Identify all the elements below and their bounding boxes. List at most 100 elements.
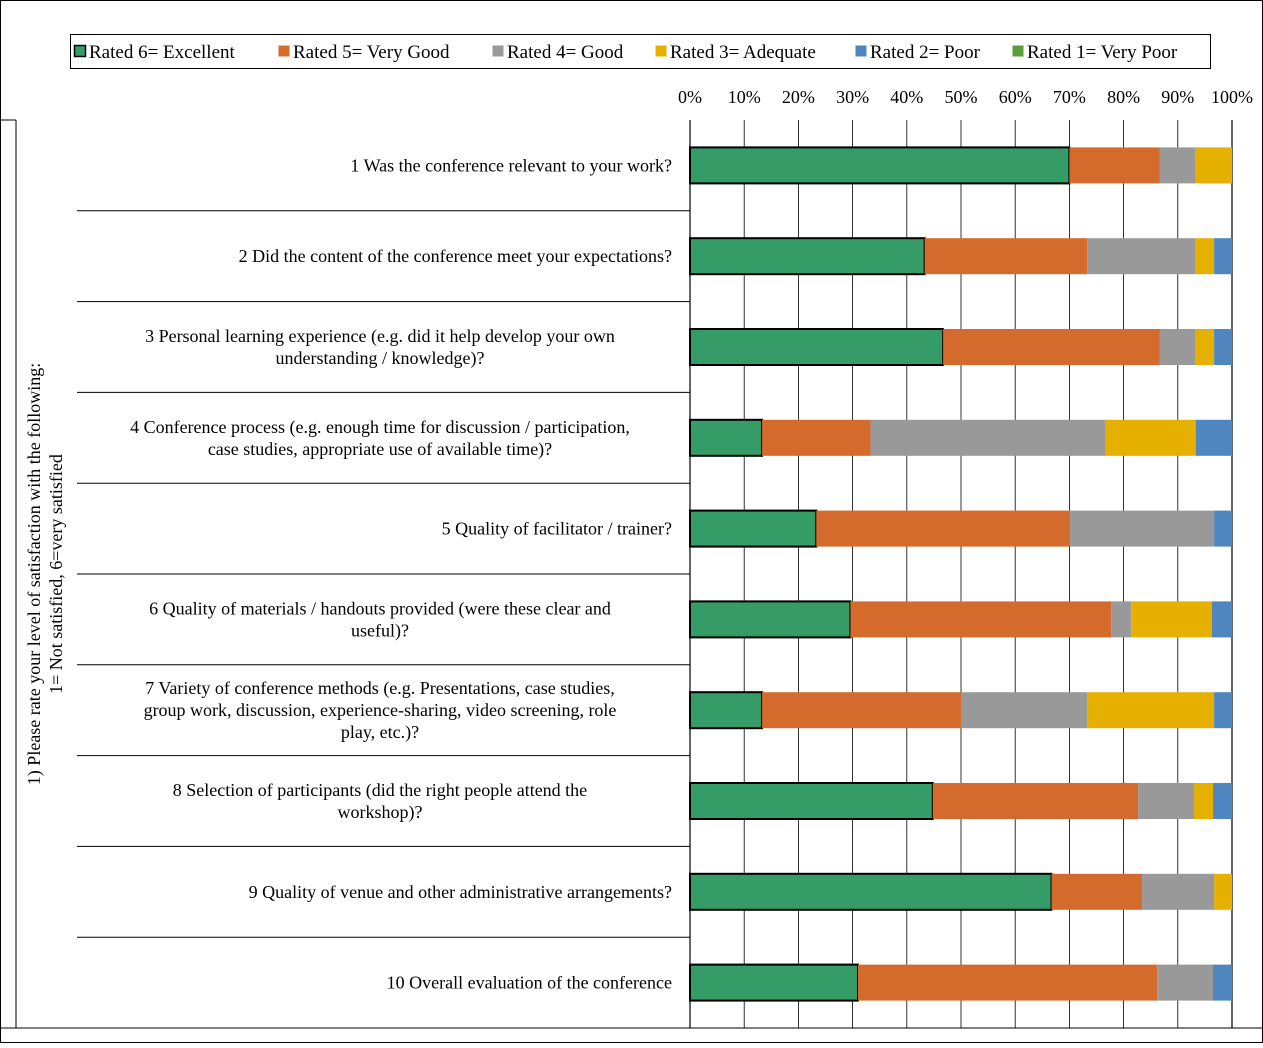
- bar-segment: [689, 328, 945, 366]
- x-tick-label: 50%: [945, 87, 978, 107]
- legend-label-5: Rated 2= Poor: [870, 42, 981, 63]
- legend-swatch-1: [73, 44, 87, 58]
- category-label-line: useful)?: [351, 620, 409, 641]
- bar-segment: [1213, 964, 1232, 1001]
- bar-segment: [1195, 329, 1215, 365]
- bar-segment: [689, 963, 860, 1002]
- category-label: 7 Variety of conference methods (e.g. Pr…: [144, 678, 617, 743]
- category-label-line: play, etc.)?: [341, 722, 419, 743]
- x-axis-ticks: 0% 10% 20% 30% 40% 50% 60% 70% 80% 90% 100%: [678, 87, 1253, 107]
- category-label-line: 10 Overall evaluation of the conference: [387, 973, 672, 993]
- bar-segment: [689, 782, 934, 820]
- category-label-line: 2 Did the content of the conference meet…: [239, 246, 672, 266]
- bar-segment: [689, 600, 852, 639]
- bar-segment: [1087, 692, 1215, 729]
- legend-swatch-3: [492, 45, 504, 57]
- bar-segment: [689, 872, 1053, 911]
- category-label: 1 Was the conference relevant to your wo…: [350, 155, 672, 175]
- y-axis-title-line: 1= Not satisfied, 6=very satisfied: [46, 454, 66, 694]
- bar-segment: [961, 692, 1088, 729]
- legend-label-1: Rated 6= Excellent: [89, 42, 235, 63]
- category-label-line: 3 Personal learning experience (e.g. did…: [145, 326, 615, 347]
- bar-segment: [816, 510, 1070, 547]
- category-label: 4 Conference process (e.g. enough time f…: [130, 417, 630, 460]
- bar-segment: [1111, 601, 1132, 638]
- bar-segment: [1069, 147, 1160, 184]
- bar-segment: [689, 691, 764, 730]
- category-label-line: workshop)?: [338, 802, 423, 823]
- bar-segment: [1211, 601, 1232, 638]
- bar-segment: [1194, 783, 1214, 819]
- category-label: 6 Quality of materials / handouts provid…: [149, 598, 611, 641]
- bar-segment: [1131, 601, 1212, 638]
- category-label-line: 5 Quality of facilitator / trainer?: [442, 519, 672, 539]
- bar-segment: [1105, 419, 1196, 456]
- y-axis-label: 1) Please rate your level of satisfactio…: [24, 363, 66, 785]
- bar-segment: [1195, 147, 1232, 184]
- bar-segment: [870, 419, 1106, 456]
- category-label-line: case studies, appropriate use of availab…: [208, 439, 552, 460]
- bar-segment: [1214, 510, 1232, 547]
- bar-segment: [1195, 419, 1232, 456]
- bar-segment: [689, 418, 764, 457]
- x-tick-label: 90%: [1161, 87, 1194, 107]
- legend-label-2: Rated 5= Very Good: [293, 42, 450, 63]
- bar-segment: [1214, 329, 1232, 365]
- category-label: 5 Quality of facilitator / trainer?: [442, 519, 672, 539]
- y-axis-title: 1) Please rate your level of satisfactio…: [24, 363, 66, 785]
- bar-segment: [1087, 238, 1196, 275]
- bar-segment: [1214, 692, 1232, 729]
- bar-segment: [1157, 964, 1214, 1001]
- category-label-line: 8 Selection of participants (did the rig…: [173, 780, 587, 801]
- bar-segment: [762, 419, 871, 456]
- bar-segment: [689, 237, 926, 276]
- legend: Rated 6= Excellent Rated 5= Very Good Rate…: [70, 34, 1211, 69]
- legend-swatch-4: [655, 45, 667, 57]
- bar-segment: [932, 783, 1139, 819]
- category-label: 2 Did the content of the conference meet…: [239, 246, 672, 266]
- legend-swatch-2: [278, 45, 290, 57]
- x-tick-label: 30%: [836, 87, 869, 107]
- category-label-line: 9 Quality of venue and other administrat…: [249, 882, 672, 902]
- x-tick-label: 40%: [890, 87, 923, 107]
- bar-segment: [943, 329, 1160, 365]
- bar-segment: [689, 146, 1071, 185]
- x-tick-label: 0%: [678, 87, 702, 107]
- bar-segment: [1051, 873, 1143, 910]
- x-tick-label: 70%: [1053, 87, 1086, 107]
- legend-swatch-6: [1012, 45, 1024, 57]
- bar-segment: [762, 692, 961, 729]
- bar-segment: [850, 601, 1112, 638]
- x-tick-label: 20%: [782, 87, 815, 107]
- legend-label-6: Rated 1= Very Poor: [1027, 42, 1178, 63]
- category-label-line: understanding / knowledge)?: [276, 348, 485, 369]
- x-tick-label: 100%: [1211, 87, 1253, 107]
- bars: [689, 146, 1232, 1002]
- bar-segment: [1214, 873, 1232, 910]
- category-label-line: 4 Conference process (e.g. enough time f…: [130, 417, 630, 438]
- category-label: 8 Selection of participants (did the rig…: [173, 780, 587, 823]
- bar-segment: [1142, 873, 1215, 910]
- category-label-line: 6 Quality of materials / handouts provid…: [149, 598, 611, 619]
- category-label: 3 Personal learning experience (e.g. did…: [145, 326, 615, 369]
- category-label: 9 Quality of venue and other administrat…: [249, 882, 672, 902]
- bar-segment: [1138, 783, 1195, 819]
- legend-label-3: Rated 4= Good: [507, 42, 624, 63]
- x-tick-label: 10%: [728, 87, 761, 107]
- y-axis-title-line: 1) Please rate your level of satisfactio…: [24, 363, 45, 785]
- bar-segment: [689, 509, 818, 548]
- legend-swatch-5: [855, 45, 867, 57]
- x-tick-label: 80%: [1107, 87, 1140, 107]
- bar-segment: [858, 964, 1158, 1001]
- category-rows: 1 Was the conference relevant to your wo…: [77, 155, 690, 993]
- bar-segment: [1159, 329, 1196, 365]
- bar-segment: [1069, 510, 1215, 547]
- category-label-line: 7 Variety of conference methods (e.g. Pr…: [145, 678, 615, 699]
- category-label-line: group work, discussion, experience-shari…: [144, 700, 617, 720]
- bar-segment: [924, 238, 1088, 275]
- bar-segment: [1214, 238, 1232, 275]
- bar-segment: [1159, 147, 1196, 184]
- bar-segment: [1195, 238, 1215, 275]
